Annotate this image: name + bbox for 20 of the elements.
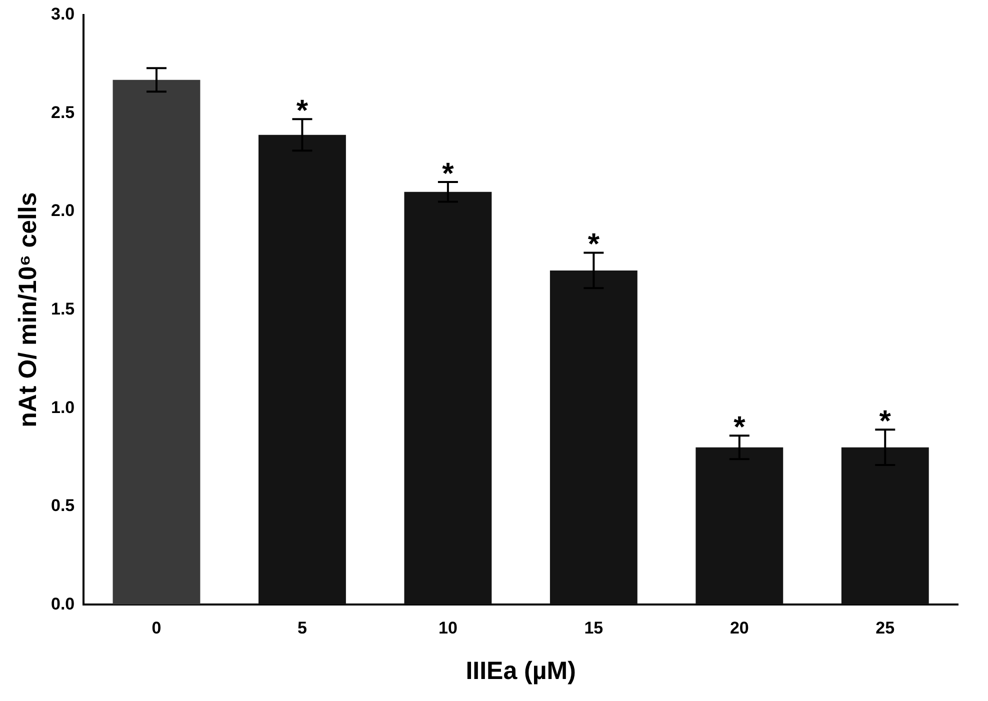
x-tick-label: 15 xyxy=(584,618,604,638)
y-tick-label: 2.5 xyxy=(50,102,75,122)
x-axis-title: IIIEa (µM) xyxy=(466,656,576,685)
annotation: * xyxy=(734,410,746,444)
y-axis-title: nAt O/ min/10⁶ cells xyxy=(14,192,42,428)
y-tick-label: 2.0 xyxy=(50,201,75,220)
y-tick-label: 3.0 xyxy=(50,4,75,24)
annotation: * xyxy=(588,228,600,262)
y-tick-label: 0.0 xyxy=(50,594,75,614)
annotation: * xyxy=(296,94,308,128)
x-tick-label: 10 xyxy=(438,618,458,638)
y-tick-label: 0.5 xyxy=(50,496,75,516)
x-tick-label: 5 xyxy=(297,618,307,638)
y-tick-label: 1.0 xyxy=(50,398,75,417)
y-tick-label: 1.5 xyxy=(50,299,75,318)
annotation: * xyxy=(879,404,892,438)
x-tick-label: 20 xyxy=(730,618,749,638)
x-tick-label: 0 xyxy=(152,618,162,638)
x-tick-label: 25 xyxy=(876,618,895,638)
annotation: * xyxy=(442,157,454,190)
